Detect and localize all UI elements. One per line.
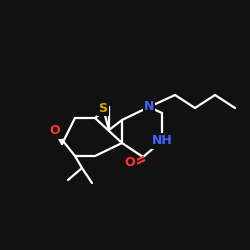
Text: O: O — [50, 124, 60, 138]
Text: S: S — [98, 102, 108, 114]
Text: N: N — [144, 100, 154, 114]
Text: NH: NH — [152, 134, 172, 147]
Text: O: O — [125, 156, 135, 170]
